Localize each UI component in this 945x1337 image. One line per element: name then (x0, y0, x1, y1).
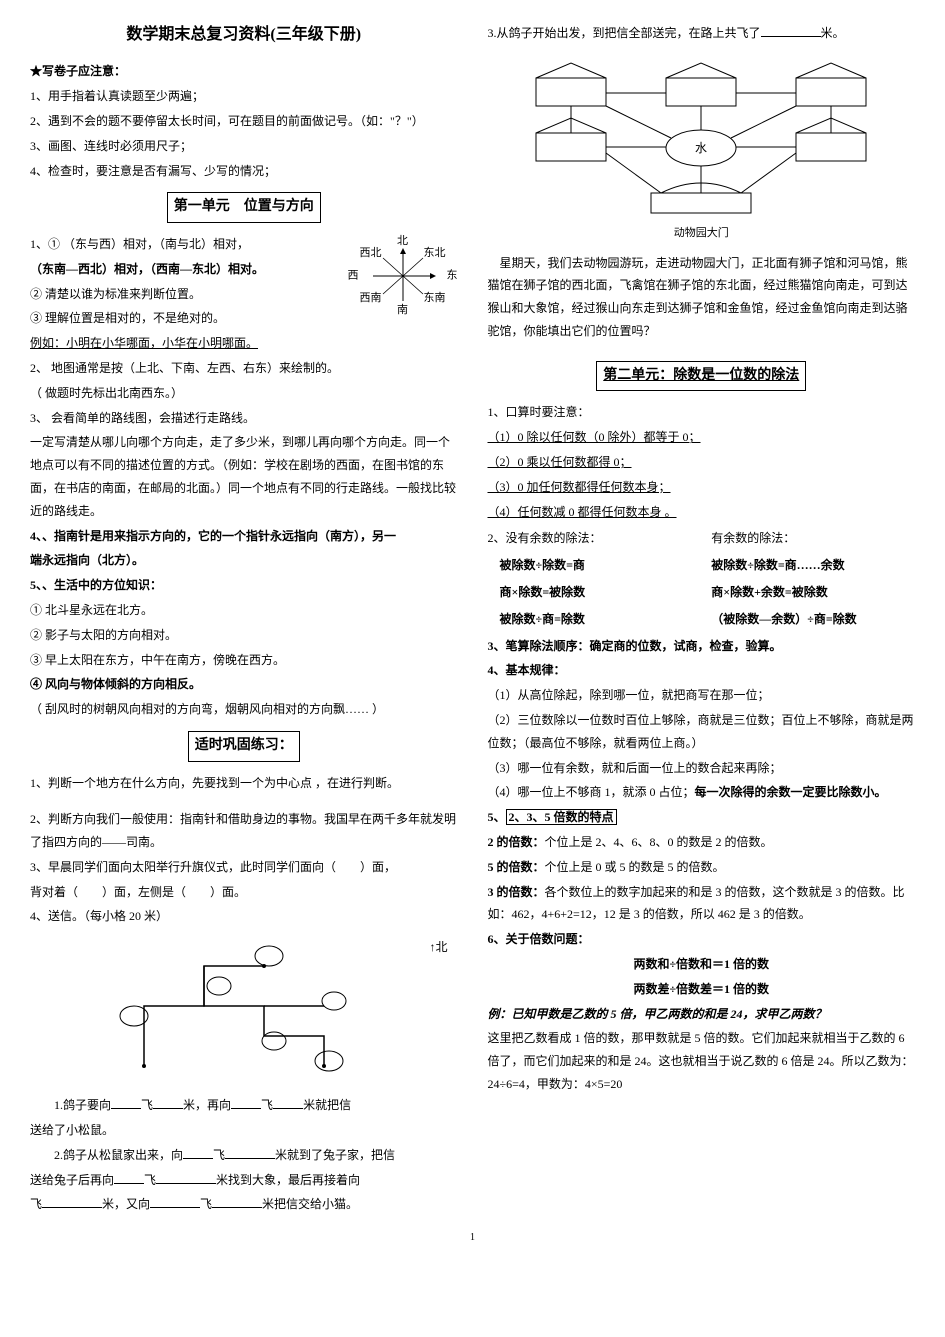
unit1-p12: ③ 早上太阳在东方，中午在南方，傍晚在西方。 (30, 649, 458, 672)
unit2-p2r: 有余数的除法： (711, 527, 915, 550)
unit2-b4: （4）哪一位上不够商 1，就添 0 占位；每一次除得的余数一定要比除数小。 (488, 781, 916, 804)
unit1-p14: （ 刮风时的树朝风向相对的方向弯，烟朝风向相对的方向飘…… ） (30, 698, 458, 721)
q4-2b: 送给兔子后再向飞米找到大象，最后再接着向 (30, 1169, 458, 1192)
unit2-exq: 例：已知甲数是乙数的 5 倍，甲乙两数的和是 24，求甲乙两数？ (488, 1003, 916, 1026)
unit2-p5: 5、2、3、5 倍数的特点 (488, 806, 916, 829)
practice-q4: 4、送信。（每小格 20 米） (30, 905, 458, 928)
page-number: 1 (30, 1228, 915, 1247)
f3r: （被除数—余数）÷商=除数 (711, 608, 915, 631)
unit1-p13: ④ 风向与物体倾斜的方向相反。 (30, 673, 458, 696)
note-4: 4、检查时，要注意是否有漏写、少写的情况； (30, 160, 458, 183)
compass-diagram: 北 南 东 西 东北 西北 东南 西南 (348, 231, 458, 321)
zoo-figure: 水 动物园大门 (488, 53, 916, 244)
unit2-b3: （3）哪一位有余数，就和后面一位上的数合起来再除； (488, 757, 916, 780)
zoo-water-label: 水 (695, 141, 707, 155)
compass-nw: 西北 (360, 243, 382, 264)
note-1: 1、用手指着认真读题至少两遍； (30, 85, 458, 108)
compass-n: 北 (397, 231, 408, 252)
compass-ne: 东北 (424, 243, 446, 264)
unit2-r2: （2）0 乘以任何数都得 0； (488, 451, 916, 474)
unit1-p7: 一定写清楚从哪儿向哪个方向走，走了多少米，到哪儿再向哪个方向走。同一个地点可以有… (30, 431, 458, 522)
note-2: 2、遇到不会的题不要停留太长时间，可在题目的前面做记号。（如："？"） (30, 110, 458, 133)
unit1-title: 第一单元 位置与方向 (167, 192, 321, 223)
note-header: ★写卷子应注意： (30, 60, 458, 83)
unit2-p1: 1、口算时要注意： (488, 401, 916, 424)
doc-title: 数学期末总复习资料(三年级下册) (30, 20, 458, 50)
compass-se: 东南 (424, 288, 446, 309)
practice-q3b: 背对着（ ）面，左侧是（ ）面。 (30, 881, 458, 904)
unit2-p4: 4、基本规律： (488, 659, 916, 682)
unit2-m5: 5 的倍数：个位上是 0 或 5 的数是 5 的倍数。 (488, 856, 916, 879)
q4-2a: 2.鸽子从松鼠家出来，向飞米就到了兔子家，把信 (30, 1144, 458, 1167)
compass-e: 东 (447, 266, 458, 287)
practice-q3a: 3、早晨同学们面向太阳举行升旗仪式，此时同学们面向（ ）面， (30, 856, 458, 879)
q4-1: 1.鸽子要向飞米，再向飞米就把信 (30, 1094, 458, 1117)
unit1-p4: 2、 地图通常是按（上北、下南、左西、右东）来绘制的。 (30, 357, 458, 380)
f2r: 商×除数+余数=被除数 (711, 581, 915, 604)
zoo-caption: 动物园大门 (488, 223, 916, 244)
f2l: 商×除数=被除数 (488, 581, 692, 604)
unit2-r4: （4）任何数减 0 都得任何数本身 。 (488, 501, 916, 524)
unit2-p2l: 2、没有余数的除法： (488, 527, 692, 550)
right-q3: 3.从鸽子开始出发，到把信全部送完，在路上共飞了米。 (488, 22, 916, 45)
unit1-p10: ① 北斗星永远在北方。 (30, 599, 458, 622)
unit2-p6: 6、关于倍数问题： (488, 928, 916, 951)
unit1-p11: ② 影子与太阳的方向相对。 (30, 624, 458, 647)
f1r: 被除数÷除数=商……余数 (711, 554, 915, 577)
unit1-p9: 5、、生活中的方位知识： (30, 574, 458, 597)
unit1-p8: 4、、指南针是用来指示方向的，它的一个指针永远指向（南方），另一 (30, 525, 458, 548)
unit1-p6: 3、 会看简单的路线图，会描述行走路线。 (30, 407, 458, 430)
f3l: 被除数÷商=除数 (488, 608, 692, 631)
unit1-ex: 例如：小明在小华哪面，小华在小明哪面。 (30, 332, 458, 355)
q4-1f: 送给了小松鼠。 (30, 1119, 458, 1142)
unit2-exa: 这里把乙数看成 1 倍的数，那甲数就是 5 倍的数。它们加起来就相当于乙数的 6… (488, 1027, 916, 1095)
note-3: 3、画图、连线时必须用尺子； (30, 135, 458, 158)
practice-title: 适时巩固练习： (188, 731, 300, 762)
f1l: 被除数÷除数=商 (488, 554, 692, 577)
unit2-b2: （2）三位数除以一位数时百位上够除，商就是三位数；百位上不够除，商就是两位数；（… (488, 709, 916, 755)
zoo-desc: 星期天，我们去动物园游玩，走进动物园大门，正北面有狮子馆和河马馆，熊猫馆在狮子馆… (488, 252, 916, 343)
unit2-r1: （1）0 除以任何数（0 除外）都等于 0； (488, 426, 916, 449)
unit2-b1: （1）从高位除起，除到哪一位，就把商写在那一位； (488, 684, 916, 707)
q4-2c: 飞米，又向飞米把信交给小猫。 (30, 1193, 458, 1216)
compass-sw: 西南 (360, 288, 382, 309)
unit2-fsum: 两数和÷倍数和＝1 倍的数 (488, 953, 916, 976)
unit2-fdiff: 两数差÷倍数差＝1 倍的数 (488, 978, 916, 1001)
unit1-p8b: 端永远指向（北方）。 (30, 549, 458, 572)
unit2-title: 第二单元：除数是一位数的除法 (596, 361, 806, 392)
north-arrow: ↑北 (429, 936, 447, 959)
unit1-p5: （ 做题时先标出北南西东。） (30, 382, 458, 405)
compass-w: 西 (348, 266, 359, 287)
compass-s: 南 (397, 300, 408, 321)
practice-q1: 1、判断一个地方在什么方向，先要找到一个为中心点 ，在进行判断。 (30, 772, 458, 795)
unit2-m2: 2 的倍数：个位上是 2、4、6、8、0 的数是 2 的倍数。 (488, 831, 916, 854)
unit2-r3: （3）0 加任何数都得任何数本身； (488, 476, 916, 499)
unit2-p3: 3、笔算除法顺序：确定商的位数，试商，检查，验算。 (488, 635, 916, 658)
practice-q2: 2、判断方向我们一般使用：指南针和借助身边的事物。我国早在两千多年就发明了指四方… (30, 808, 458, 854)
animal-map-figure: ↑北 (30, 936, 458, 1086)
unit2-m3: 3 的倍数：各个数位上的数字加起来的和是 3 的倍数，这个数就是 3 的倍数。比… (488, 881, 916, 927)
